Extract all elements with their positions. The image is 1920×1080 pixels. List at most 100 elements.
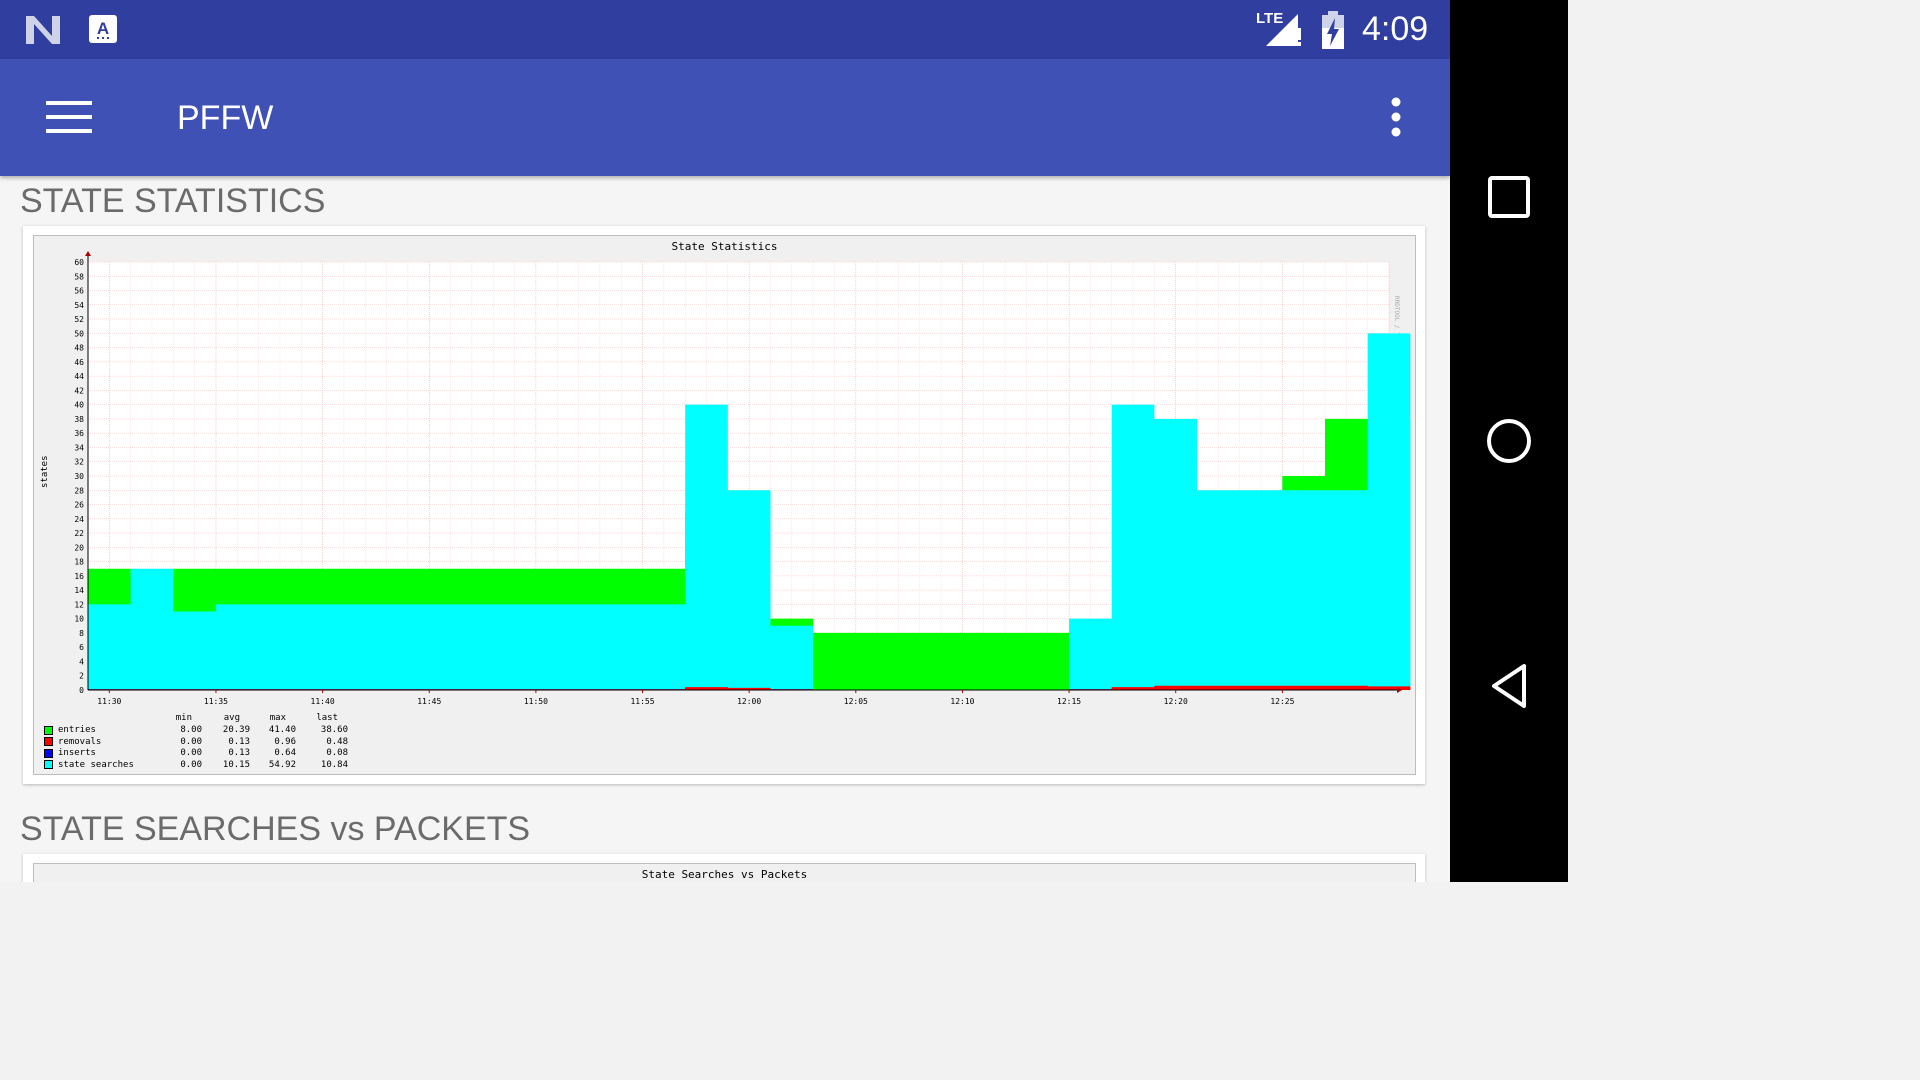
y-tick-label: 8: [79, 629, 84, 638]
y-tick-label: 28: [74, 486, 84, 495]
y-tick-label: 38: [74, 415, 84, 424]
y-tick-label: 16: [74, 572, 84, 581]
y-tick-label: 46: [74, 358, 84, 367]
x-tick-label: 11:45: [417, 697, 441, 706]
x-tick-label: 11:30: [97, 697, 121, 706]
y-tick-label: 4: [79, 657, 84, 666]
legend-max-value: 0.64: [274, 748, 296, 758]
y-tick-label: 18: [74, 558, 84, 567]
y-tick-label: 2: [79, 672, 84, 681]
legend-row-entries: entries 8.00 20.39 41.40 38.60: [44, 724, 444, 736]
legend-series-name: inserts: [58, 748, 96, 758]
legend-avg-value: 0.13: [228, 748, 250, 758]
y-tick-label: 24: [74, 515, 84, 524]
y-tick-label: 52: [74, 315, 84, 324]
y-tick-label: 6: [79, 643, 84, 652]
series-area-removals: [88, 685, 1411, 690]
legend-last-value: 10.84: [320, 759, 348, 770]
navigation-bar: [1450, 0, 1568, 882]
legend-last-value: 0.08: [326, 748, 348, 758]
y-tick-label: 32: [74, 458, 84, 467]
legend-series-name: state searches: [58, 759, 134, 770]
app-bar: PFFW: [0, 59, 1450, 176]
legend-last-value: 38.60: [320, 725, 348, 735]
legend: min avg max last entries 8.00 20.39 41.40 38…: [34, 712, 434, 774]
rrd-graph-state-searches-vs-packets: State Searches vs Packets: [33, 863, 1416, 882]
x-tick-label: 12:00: [737, 697, 761, 706]
legend-row-inserts: inserts 0.00 0.13 0.64 0.08: [44, 747, 444, 759]
y-tick-label: 56: [74, 287, 84, 296]
state-searches-vs-packets-card: State Searches vs Packets: [23, 854, 1425, 882]
legend-max-value: 0.96: [274, 736, 296, 747]
rrd-graph-state-statistics: State Statistics states RRDTOOL / TOBI O…: [33, 235, 1416, 775]
n-notification-icon: [26, 16, 60, 44]
y-tick-label: 54: [74, 301, 84, 310]
legend-header-avg: avg: [223, 713, 240, 723]
legend-avg-value: 10.15: [222, 759, 250, 770]
legend-last-value: 0.48: [326, 736, 348, 747]
y-tick-label: 12: [74, 600, 84, 609]
state-statistics-card: State Statistics states RRDTOOL / TOBI O…: [23, 226, 1425, 784]
x-tick-label: 11:50: [524, 697, 548, 706]
legend-min-value: 0.00: [180, 748, 202, 758]
legend-header-last: last: [316, 713, 338, 723]
legend-header-max: max: [269, 713, 286, 723]
graph2-title: State Searches vs Packets: [641, 868, 808, 881]
y-tick-label: 58: [74, 272, 84, 281]
y-tick-label: 36: [74, 429, 84, 438]
signal-icon: [1266, 14, 1301, 46]
y-tick-label: 0: [79, 686, 84, 695]
clock: 4:09: [1362, 10, 1429, 48]
x-tick-label: 12:05: [844, 697, 868, 706]
content-scroll[interactable]: STATE STATISTICS State Statistics states…: [0, 176, 1450, 882]
legend-min-value: 0.00: [180, 736, 202, 747]
legend-swatch: [44, 748, 53, 758]
legend-row-removals: removals 0.00 0.13 0.96 0.48: [44, 736, 444, 748]
x-tick-label: 12:25: [1270, 697, 1294, 706]
y-tick-label: 26: [74, 501, 84, 510]
legend-header-min: min: [175, 713, 192, 723]
series-area-state-searches: [88, 333, 1411, 690]
legend-max-value: 54.92: [268, 759, 296, 770]
y-tick-label: 22: [74, 529, 84, 538]
y-axis-arrow: [85, 251, 91, 256]
legend-row-state-searches: state searches 0.00 10.15 54.92 10.84: [44, 759, 444, 771]
x-tick-label: 11:55: [630, 697, 654, 706]
hamburger-icon[interactable]: [46, 101, 92, 133]
legend-avg-value: 20.39: [222, 725, 250, 735]
state-statistics-chart: 0246810121416182022242628303234363840424…: [74, 251, 1411, 706]
a-keyboard-icon: A: [89, 15, 117, 43]
legend-header: min avg max last: [34, 712, 434, 724]
back-triangle-icon[interactable]: [1488, 662, 1530, 710]
more-vert-icon[interactable]: [1388, 97, 1404, 139]
y-tick-label: 48: [74, 344, 84, 353]
x-axis-arrow: [1397, 687, 1402, 693]
y-tick-label: 44: [74, 372, 84, 381]
x-tick-label: 12:10: [950, 697, 974, 706]
legend-swatch: [44, 760, 53, 769]
x-tick-label: 12:20: [1164, 697, 1188, 706]
legend-min-value: 8.00: [180, 725, 202, 735]
legend-min-value: 0.00: [180, 759, 202, 770]
section-title-state-statistics: STATE STATISTICS: [20, 182, 326, 220]
legend-swatch: [44, 725, 53, 735]
y-tick-label: 10: [74, 615, 84, 624]
legend-series-name: removals: [58, 736, 102, 747]
x-tick-label: 11:35: [204, 697, 228, 706]
legend-series-name: entries: [58, 725, 96, 735]
y-tick-label: 42: [74, 386, 84, 395]
x-tick-label: 12:15: [1057, 697, 1081, 706]
y-tick-label: 60: [74, 258, 84, 267]
graph-title: State Statistics: [671, 240, 778, 253]
y-tick-label: 40: [74, 401, 84, 410]
x-tick-label: 11:40: [311, 697, 335, 706]
home-circle-icon[interactable]: [1486, 418, 1532, 464]
y-tick-label: 34: [74, 443, 84, 452]
app-title: PFFW: [177, 99, 274, 137]
network-label: LTE: [1256, 10, 1284, 27]
y-tick-label: 50: [74, 329, 84, 338]
legend-swatch: [44, 737, 53, 746]
section-title-state-searches-vs-packets: STATE SEARCHES vs PACKETS: [20, 810, 531, 848]
recents-square-icon[interactable]: [1488, 176, 1530, 218]
status-bar: A LTE 4:09: [0, 0, 1450, 59]
